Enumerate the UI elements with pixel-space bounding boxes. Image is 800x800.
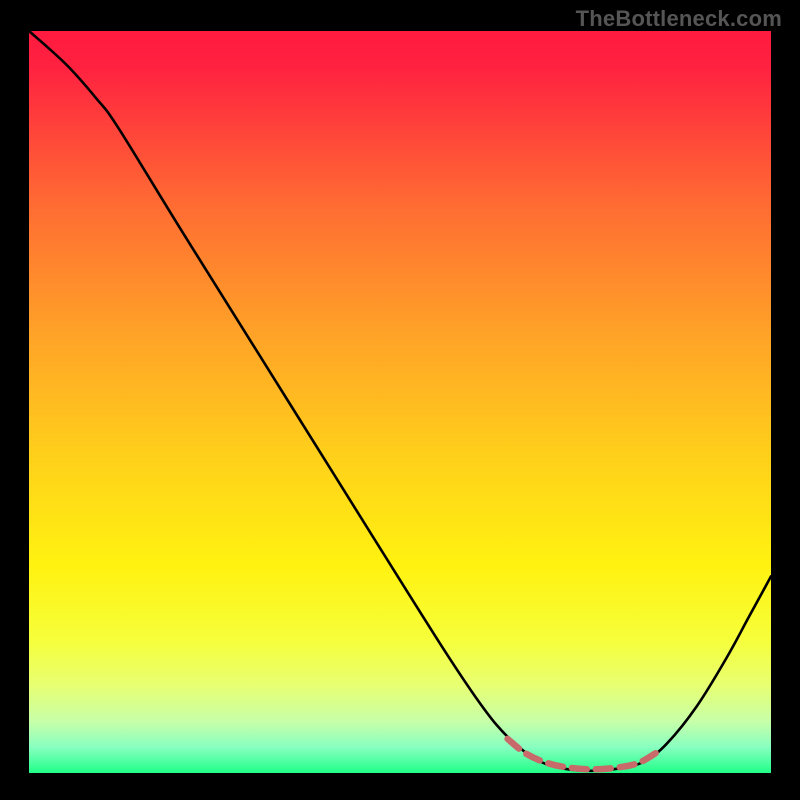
plot-background <box>29 31 771 773</box>
chart-frame: TheBottleneck.com <box>0 0 800 800</box>
watermark-text: TheBottleneck.com <box>576 6 782 32</box>
bottleneck-chart <box>0 0 800 800</box>
